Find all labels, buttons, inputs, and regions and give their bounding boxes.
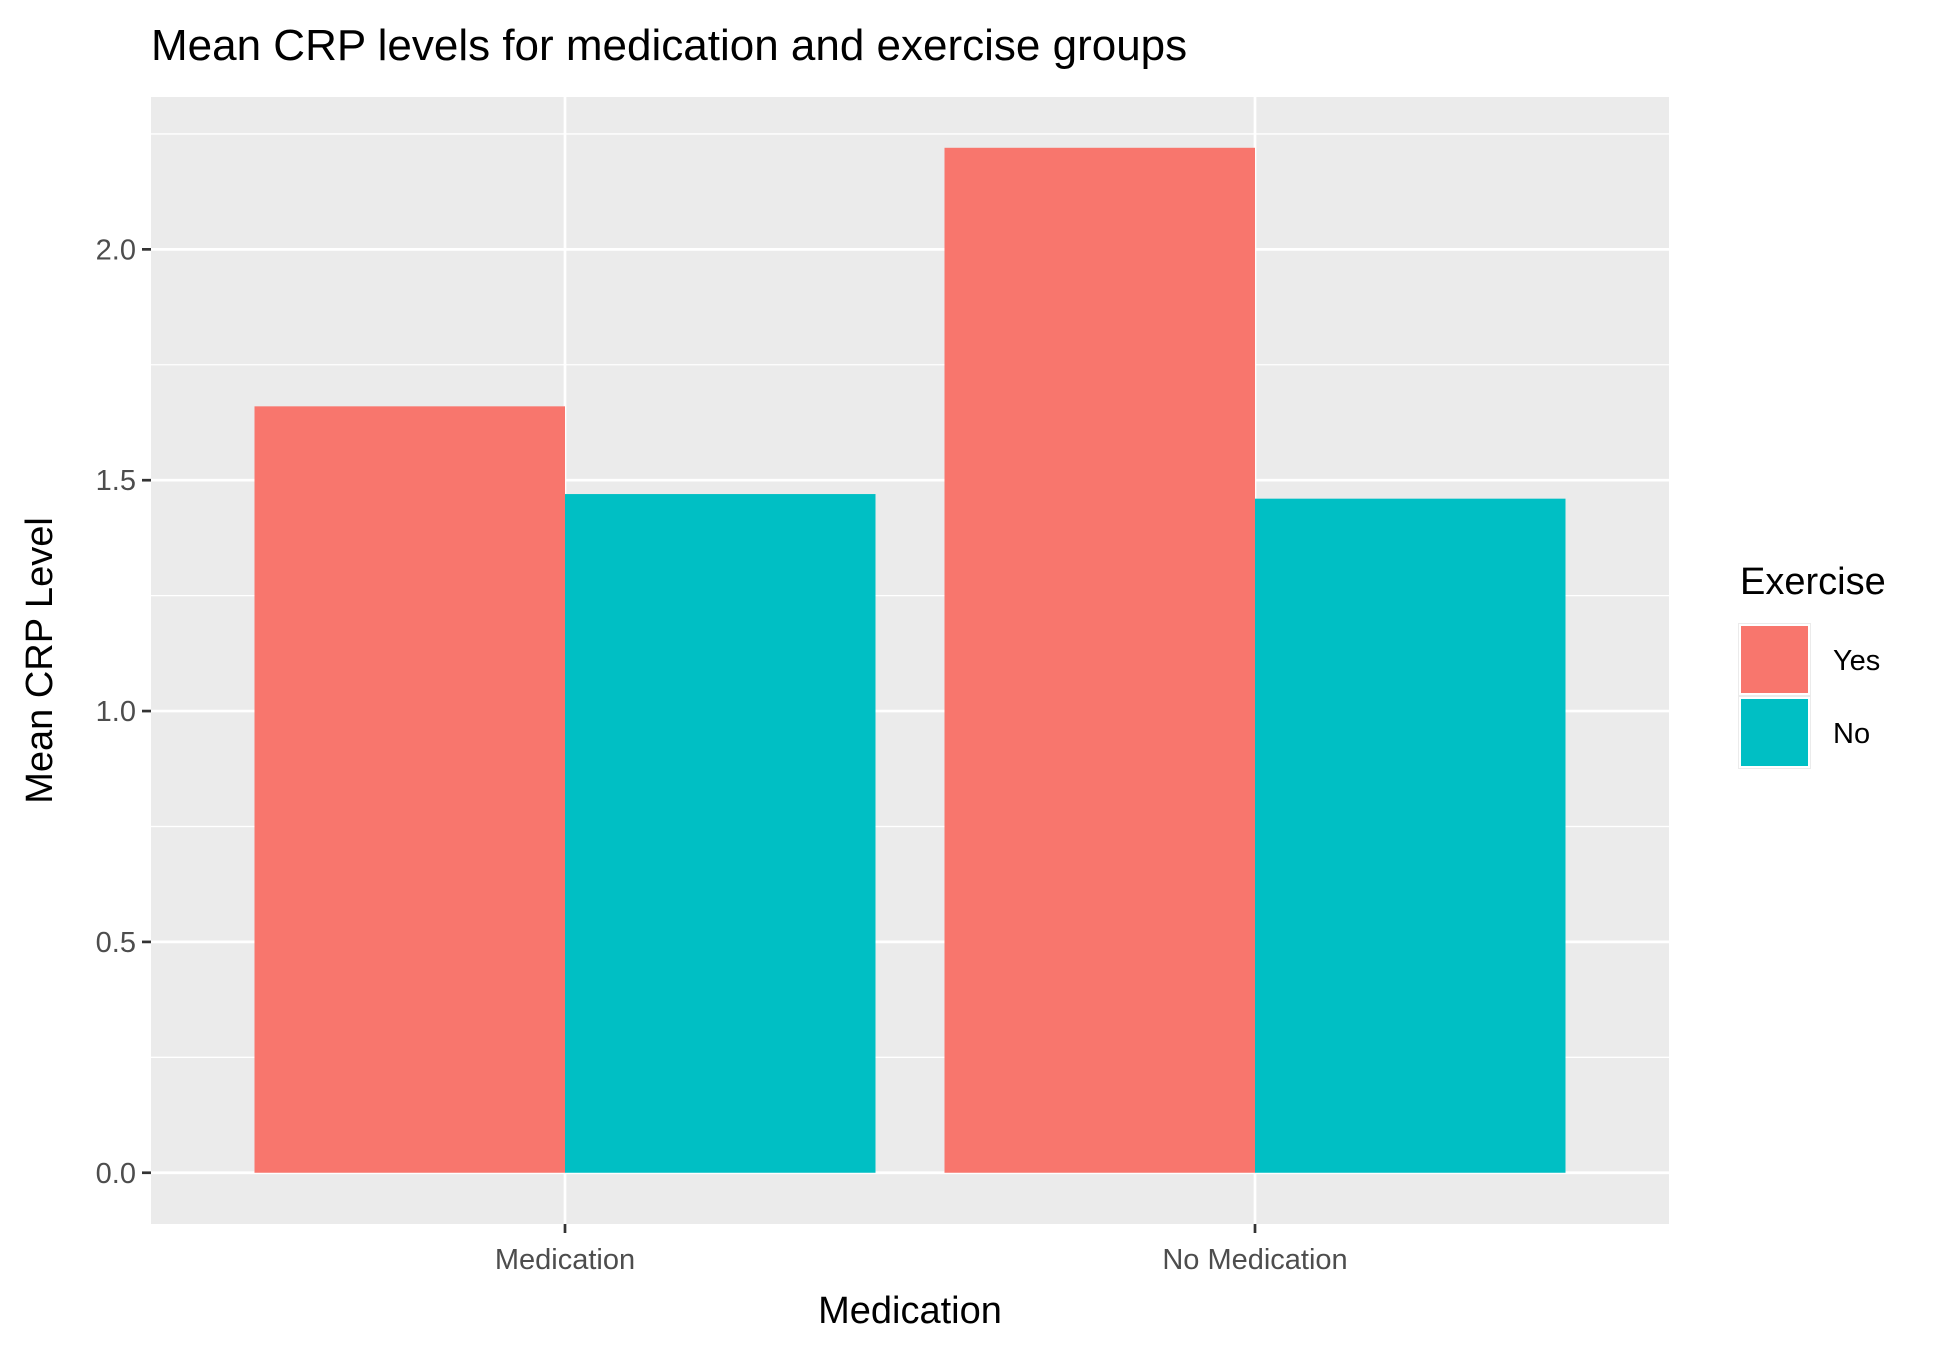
bar-medication-yes [254, 406, 565, 1173]
x-tick-label: No Medication [1162, 1244, 1347, 1276]
y-tick-label: 0.5 [96, 927, 136, 959]
legend-swatch-yes [1739, 624, 1810, 695]
legend-swatch-no [1739, 697, 1810, 768]
y-axis: 0.0 0.5 1.0 1.5 2.0 [96, 234, 151, 1190]
legend-label-yes: Yes [1833, 645, 1880, 677]
y-axis-title: Mean CRP Level [19, 517, 61, 804]
y-tick-label: 0.0 [96, 1158, 136, 1190]
legend-title: Exercise [1740, 561, 1886, 603]
x-axis-title: Medication [818, 1290, 1002, 1332]
bar-no-medication-no [1255, 498, 1566, 1173]
y-tick-label: 2.0 [96, 234, 136, 266]
bar-medication-no [565, 494, 876, 1173]
bar-no-medication-yes [944, 147, 1255, 1173]
x-axis: Medication No Medication [495, 1224, 1348, 1276]
y-tick-label: 1.5 [96, 465, 136, 497]
chart-title: Mean CRP levels for medication and exerc… [151, 21, 1187, 70]
legend: Exercise Yes No [1738, 561, 1886, 769]
legend-items: Yes No [1738, 623, 1880, 769]
y-tick-label: 1.0 [96, 696, 136, 728]
bars [254, 147, 1566, 1173]
x-tick-label: Medication [495, 1244, 635, 1276]
legend-label-no: No [1833, 718, 1870, 750]
